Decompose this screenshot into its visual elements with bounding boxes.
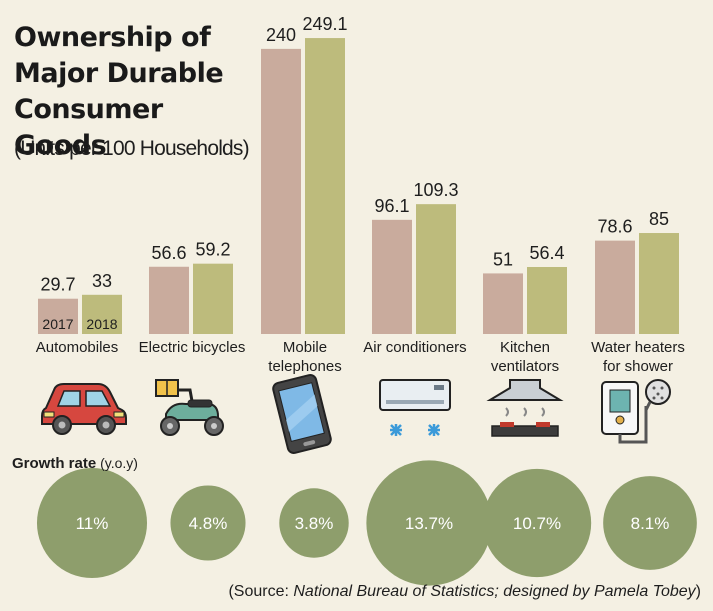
source-body: National Bureau of Statistics; designed … <box>293 583 696 600</box>
year-label: 2018 <box>86 316 117 332</box>
title-line: Ownership of <box>14 22 211 53</box>
water-heater-icon <box>601 379 671 444</box>
bar-2017 <box>38 298 78 334</box>
value-label: 56.4 <box>529 243 564 263</box>
car-icon <box>41 383 127 435</box>
value-label: 96.1 <box>374 196 409 216</box>
mobile-phone-icon <box>272 374 332 454</box>
bar-2017 <box>372 219 412 334</box>
growth-circle <box>170 485 246 561</box>
value-label: 249.1 <box>302 14 347 34</box>
chart-title: Ownership of Major Durable Consumer Good… <box>14 20 254 164</box>
growth-circle <box>482 468 592 578</box>
value-label: 85 <box>649 209 669 229</box>
bar-2018 <box>527 266 567 334</box>
value-label: 59.2 <box>195 240 230 260</box>
category-label: Kitchen <box>500 339 550 356</box>
growth-value: 11% <box>76 514 109 533</box>
growth-value: 8.1% <box>631 514 670 533</box>
growth-value: 13.7% <box>405 514 453 533</box>
category-label: Mobile <box>283 339 327 356</box>
source-note: (Source: National Bureau of Statistics; … <box>228 583 701 601</box>
value-label: 29.7 <box>40 275 75 295</box>
category-label: for shower <box>603 358 673 375</box>
value-label: 56.6 <box>151 243 186 263</box>
source-suffix: ) <box>695 583 701 600</box>
bar-2017 <box>483 273 523 334</box>
title-line: Consumer Goods <box>14 94 163 161</box>
growth-circle <box>279 488 349 558</box>
category-label: telephones <box>268 358 341 375</box>
growth-circle <box>603 476 697 570</box>
bar-2017 <box>595 240 635 334</box>
bar-2018 <box>305 38 345 334</box>
bar-2018 <box>639 233 679 334</box>
category-label: Automobiles <box>36 339 119 356</box>
bar-2018 <box>82 294 122 334</box>
growth-circle <box>366 460 492 586</box>
value-label: 109.3 <box>413 180 458 200</box>
bar-2017 <box>149 266 189 334</box>
category-label: Water heaters <box>591 339 685 356</box>
category-label: Electric bicycles <box>139 339 246 356</box>
growth-value: 10.7% <box>513 514 561 533</box>
source-prefix: (Source: <box>228 583 294 600</box>
value-label: 51 <box>493 249 513 269</box>
title-line: Major Durable <box>14 58 224 89</box>
value-label: 33 <box>92 271 112 291</box>
air-conditioner-icon <box>379 379 451 436</box>
growth-rate-title: Growth rate <box>12 455 97 472</box>
growth-value: 3.8% <box>295 514 334 533</box>
year-label: 2017 <box>42 316 73 332</box>
value-label: 78.6 <box>597 217 632 237</box>
electric-bicycle-icon <box>155 379 224 436</box>
growth-rate-label: Growth rate (y.o.y) <box>12 455 138 472</box>
growth-value: 4.8% <box>189 514 228 533</box>
growth-rate-unit: (y.o.y) <box>100 455 138 471</box>
kitchen-ventilator-icon <box>486 379 564 437</box>
bar-2018 <box>416 204 456 334</box>
growth-circle <box>36 467 148 579</box>
chart-subtitle: (Units per 100 Households) <box>14 137 250 160</box>
value-label: 240 <box>266 25 296 45</box>
category-label: Air conditioners <box>363 339 466 356</box>
bar-2018 <box>193 263 233 334</box>
category-label: ventilators <box>491 358 559 375</box>
bar-2017 <box>261 48 301 334</box>
